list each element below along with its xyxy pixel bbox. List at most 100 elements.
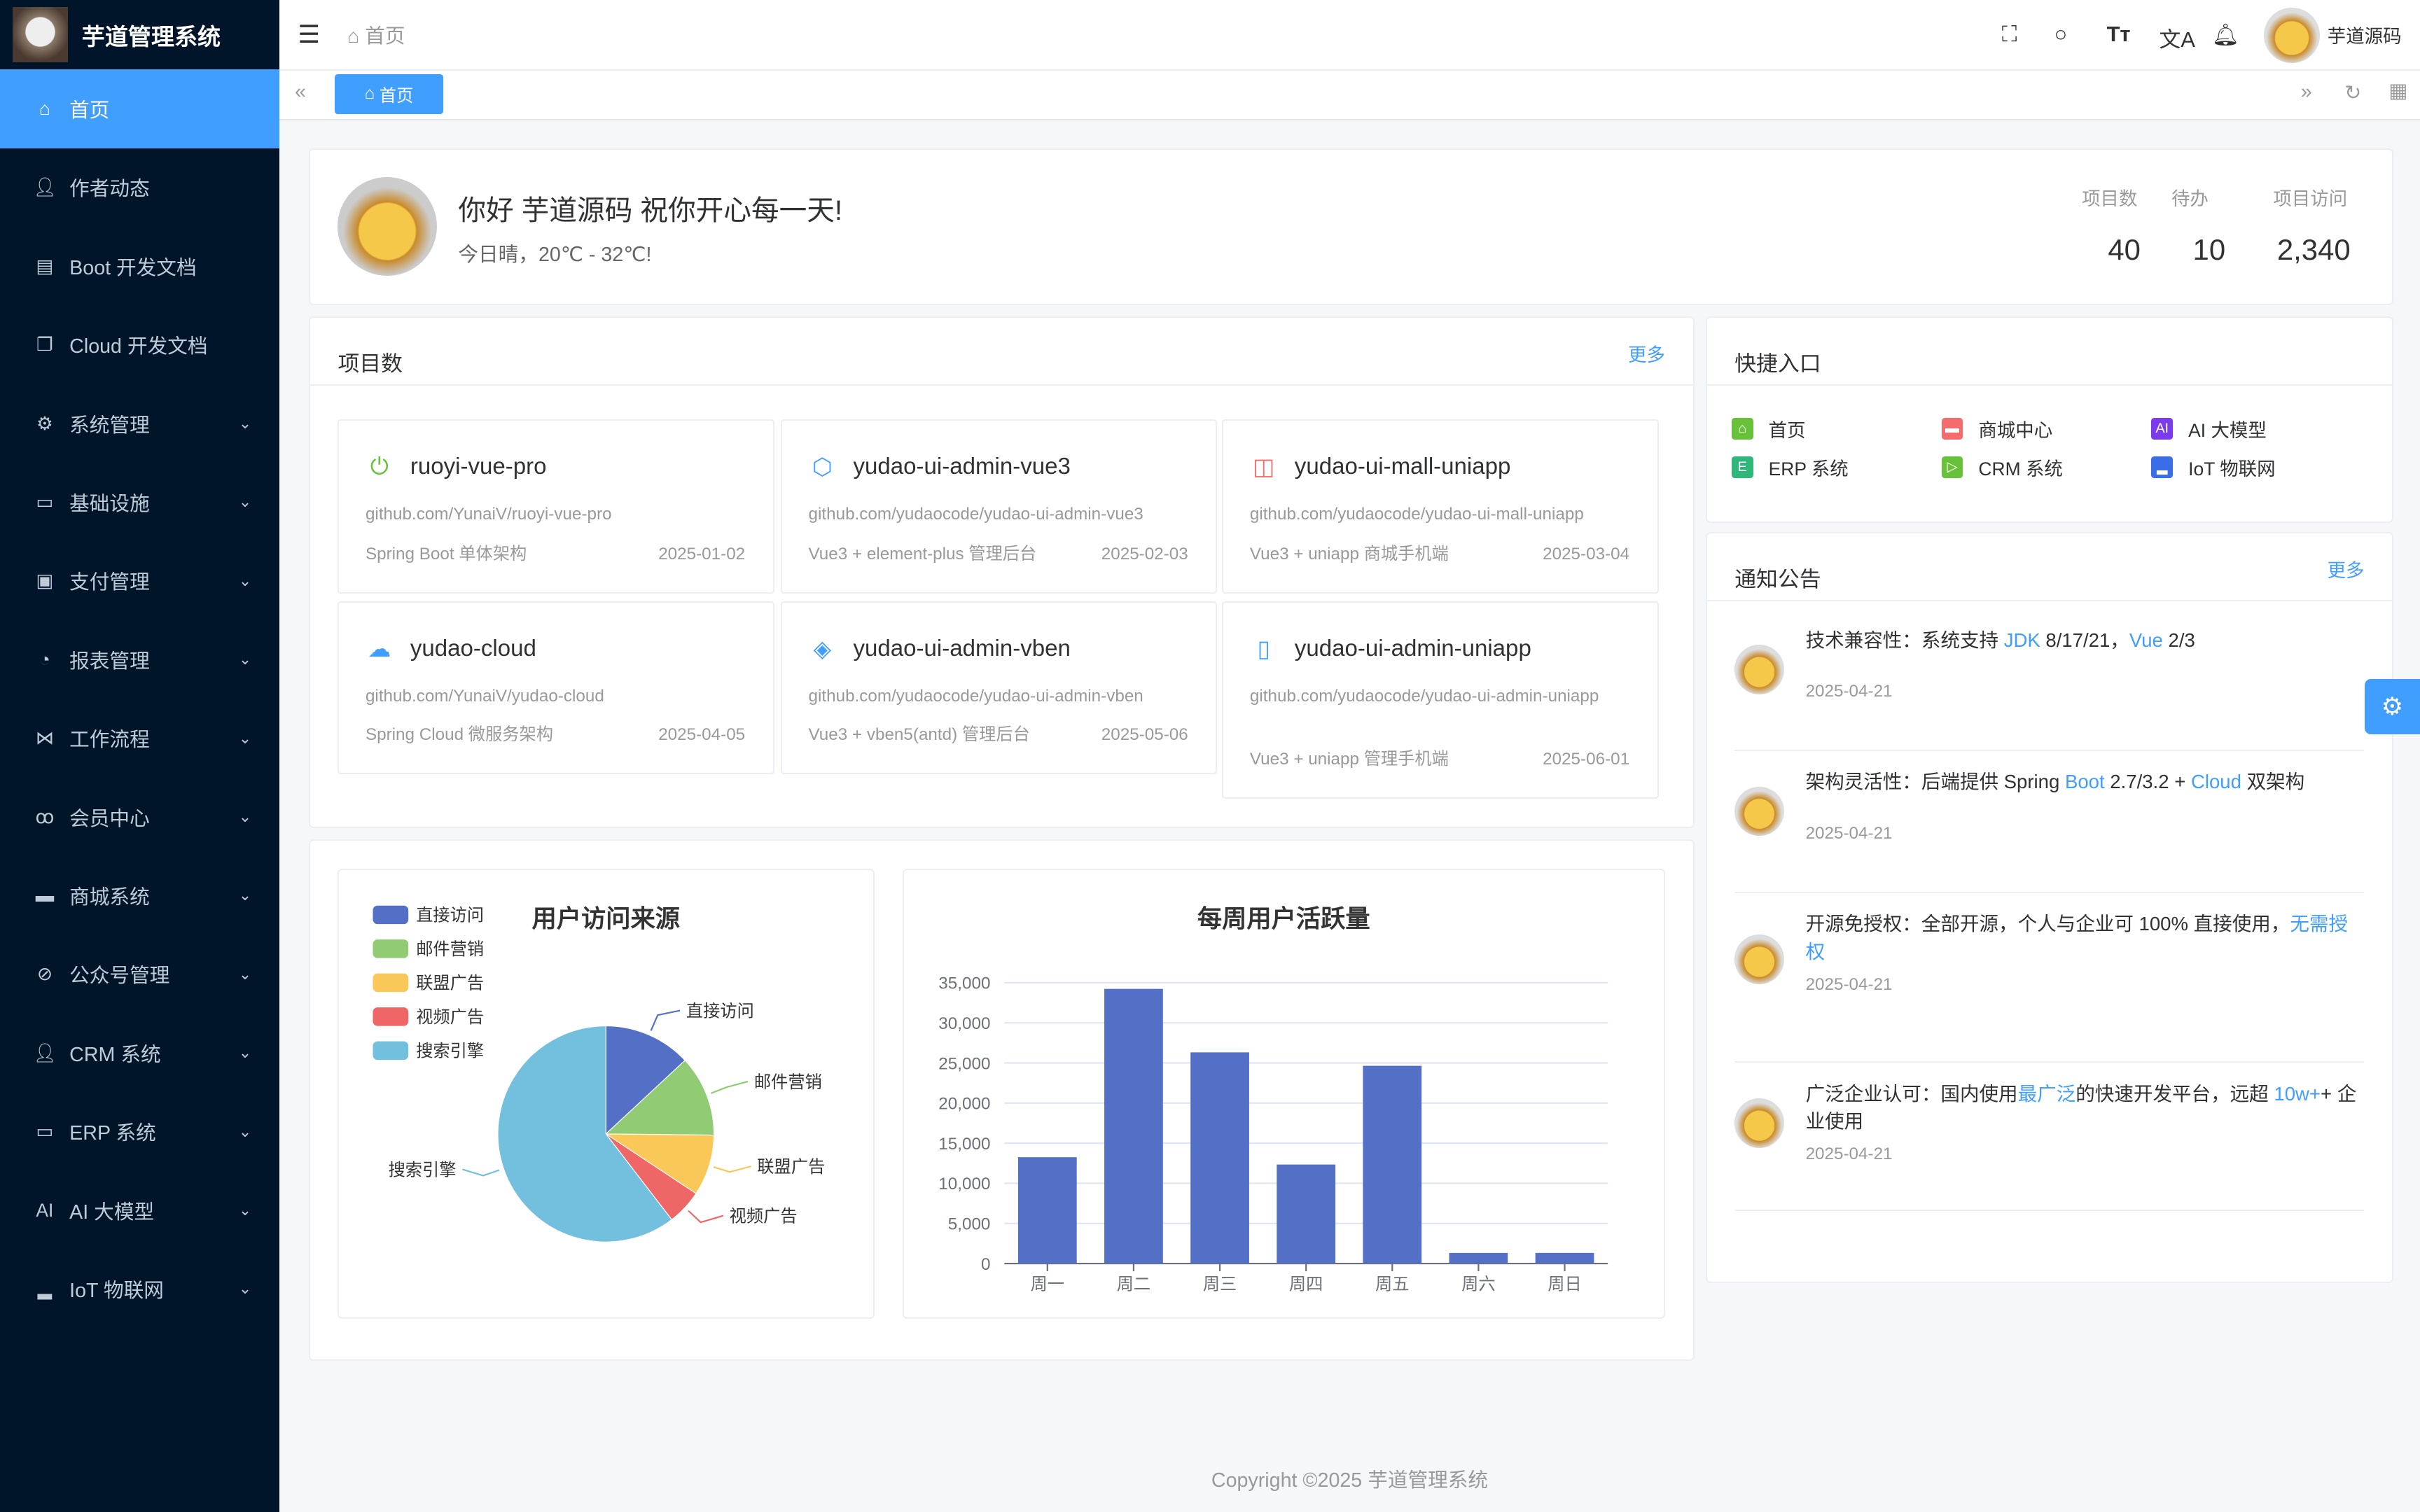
erp-icon: E (1731, 456, 1753, 478)
project-item[interactable]: ⏻ ruoyi-vue-pro github.com/YunaiV/ruoyi-vu… (338, 419, 774, 594)
legend-swatch[interactable] (373, 905, 409, 924)
sidebar-item[interactable]: 👤︎ CRM 系统 ⌄ (0, 1014, 279, 1092)
pie-slice[interactable] (606, 1025, 686, 1135)
quick-entry-item[interactable]: ⌂ 首页 (1731, 415, 1806, 442)
legend-label[interactable]: 视频广告 (417, 1008, 485, 1027)
stat-label: 项目数 (2082, 188, 2138, 210)
project-item[interactable]: ◫ yudao-ui-mall-uniapp github.com/yudaocod… (1222, 419, 1659, 594)
project-name[interactable]: yudao-ui-admin-vue3 (853, 453, 1071, 479)
sidebar-item-label: IoT 物联网 (69, 1279, 164, 1302)
breadcrumb-home: 首页 (365, 25, 405, 48)
sidebar-menu: ⌂ 首页 👤︎ 作者动态 ▤ Boot 开发文档 ❐ Cloud 开发文档 ⚙ 系统管理 ⌄ ▭ 基础设… (0, 69, 279, 1329)
bar[interactable] (1104, 988, 1163, 1264)
sidebar-item[interactable]: ▂ IoT 物联网 ⌄ (0, 1250, 279, 1328)
sidebar-item[interactable]: ❐ Cloud 开发文档 (0, 305, 279, 384)
notice-avatar (1734, 934, 1784, 984)
pie-slice[interactable] (605, 1059, 715, 1135)
projects-more-link[interactable]: 更多 (1628, 344, 1665, 365)
menu-toggle-icon[interactable]: ☰ (298, 21, 320, 49)
notice-item[interactable]: 广泛企业认可：国内使用最广泛的快速开发平台，远超 10w++ 企业使用 2025-… (1734, 1074, 2365, 1211)
sidebar-item[interactable]: ꝏ 会员中心 ⌄ (0, 778, 279, 856)
quick-entry-item[interactable]: AI AI 大模型 (2151, 415, 2267, 442)
notice-text-part: 双架构 (2241, 771, 2305, 793)
project-name[interactable]: ruoyi-vue-pro (410, 453, 547, 479)
sidebar-item[interactable]: ⊘ 公众号管理 ⌄ (0, 935, 279, 1014)
bar[interactable] (1190, 1052, 1250, 1264)
bar[interactable] (1277, 1164, 1336, 1264)
legend-swatch[interactable] (373, 973, 409, 992)
pie-slice[interactable] (604, 1133, 715, 1194)
quick-entry-label: ERP 系统 (1768, 458, 1849, 479)
tab-home[interactable]: ⌂ 首页 (335, 74, 443, 115)
sidebar-item[interactable]: ▭ 基础设施 ⌄ (0, 463, 279, 541)
sidebar-item[interactable]: ⌂ 首页 (0, 69, 279, 148)
bar[interactable] (1535, 1252, 1594, 1264)
quick-entry-item[interactable]: ▷ CRM 系统 (1941, 454, 2063, 481)
user-avatar (338, 177, 437, 276)
notice-link[interactable]: 10w+ (2274, 1082, 2321, 1105)
notice-link[interactable]: JDK (2003, 629, 2040, 651)
tab-label: 首页 (379, 86, 414, 106)
bell-icon[interactable]: 🔔︎ (2211, 22, 2239, 47)
notice-item[interactable]: 开源免授权：全部开源，个人与企业可 100% 直接使用，无需授权 2025-04-… (1734, 904, 2365, 1063)
search-icon[interactable]: ○ (2054, 21, 2068, 46)
sidebar-item[interactable]: ▬ 商城系统 ⌄ (0, 856, 279, 934)
project-item[interactable]: ▯ yudao-ui-admin-uniapp github.com/yudaoco… (1222, 601, 1659, 799)
legend-swatch[interactable] (373, 939, 409, 958)
notice-date: 2025-04-21 (1805, 1144, 1893, 1164)
notice-link[interactable]: Vue (2129, 629, 2163, 651)
quick-entry-item[interactable]: ▬ 商城中心 (1941, 415, 2052, 442)
sidebar-item[interactable]: ◔ 报表管理 ⌄ (0, 620, 279, 699)
username[interactable]: 芋道源码 (2327, 26, 2402, 48)
sidebar-item[interactable]: ⚙ 系统管理 ⌄ (0, 384, 279, 463)
refresh-icon[interactable]: ↻ (2344, 81, 2362, 104)
breadcrumb[interactable]: ⌂ 首页 (347, 20, 405, 49)
notice-link[interactable]: 无需授权 (1805, 913, 2349, 962)
avatar[interactable] (2264, 8, 2320, 64)
notice-link[interactable]: 最广泛 (2017, 1082, 2076, 1105)
x-tick-label: 周三 (1203, 1275, 1237, 1294)
notice-link[interactable]: Boot (2064, 771, 2105, 793)
legend-swatch[interactable] (373, 1041, 409, 1060)
grid-icon[interactable]: ▦ (2388, 80, 2408, 103)
fullscreen-icon[interactable]: ⛶ (2001, 21, 2017, 46)
project-name[interactable]: yudao-cloud (410, 635, 536, 662)
legend-label[interactable]: 邮件营销 (417, 940, 485, 959)
sidebar-item[interactable]: 👤︎ 作者动态 (0, 148, 279, 227)
quick-entry-item[interactable]: ▂ IoT 物联网 (2151, 454, 2276, 481)
sidebar-item[interactable]: ▤ Boot 开发文档 (0, 227, 279, 305)
notice-more-link[interactable]: 更多 (2327, 560, 2365, 582)
notice-item[interactable]: 架构灵活性：后端提供 Spring Boot 2.7/3.2 + Cloud 双… (1734, 762, 2365, 893)
sidebar-item[interactable]: ⋈ 工作流程 ⌄ (0, 699, 279, 777)
project-name[interactable]: yudao-ui-admin-uniapp (1294, 635, 1531, 662)
sidebar-item[interactable]: ▣ 支付管理 ⌄ (0, 542, 279, 620)
legend-label[interactable]: 直接访问 (417, 906, 485, 925)
translate-icon[interactable]: 文A (2159, 27, 2195, 52)
notice-item[interactable]: 技术兼容性：系统支持 JDK 8/17/21，Vue 2/3 2025-04-21 (1734, 620, 2365, 751)
sidebar-item[interactable]: ▭ ERP 系统 ⌄ (0, 1092, 279, 1170)
quick-entry-item[interactable]: E ERP 系统 (1731, 454, 1849, 481)
project-name[interactable]: yudao-ui-mall-uniapp (1294, 453, 1511, 479)
stat-value: 2,340 (2276, 232, 2351, 266)
bar[interactable] (1363, 1065, 1422, 1264)
scroll-left-icon[interactable]: « (294, 80, 306, 103)
notice-link[interactable]: Cloud (2190, 771, 2241, 793)
settings-button[interactable]: ⚙ (2364, 678, 2420, 735)
project-item[interactable]: ⬡ yudao-ui-admin-vue3 github.com/yudaocode… (781, 419, 1218, 594)
font-size-icon[interactable]: Tт (2106, 21, 2131, 46)
project-item[interactable]: ◈ yudao-ui-admin-vben github.com/yudaocode… (781, 601, 1218, 774)
bar[interactable] (1449, 1252, 1508, 1264)
sidebar-item[interactable]: AI AI 大模型 ⌄ (0, 1171, 279, 1250)
legend-label[interactable]: 搜索引擎 (417, 1042, 485, 1060)
project-item[interactable]: ☁ yudao-cloud github.com/YunaiV/yudao-clou… (338, 601, 774, 774)
stat-label: 项目访问 (2273, 188, 2348, 210)
legend-swatch[interactable] (373, 1007, 409, 1026)
user-icon: 👤︎ (33, 1042, 57, 1063)
bar[interactable] (1018, 1156, 1077, 1264)
logo[interactable]: 芋道管理系统 (0, 0, 279, 69)
scroll-right-icon[interactable]: » (2300, 80, 2312, 103)
pie-slice[interactable] (498, 1025, 673, 1242)
project-name[interactable]: yudao-ui-admin-vben (853, 635, 1071, 662)
quick-entry-label: CRM 系统 (1978, 458, 2063, 479)
legend-label[interactable]: 联盟广告 (417, 974, 485, 993)
